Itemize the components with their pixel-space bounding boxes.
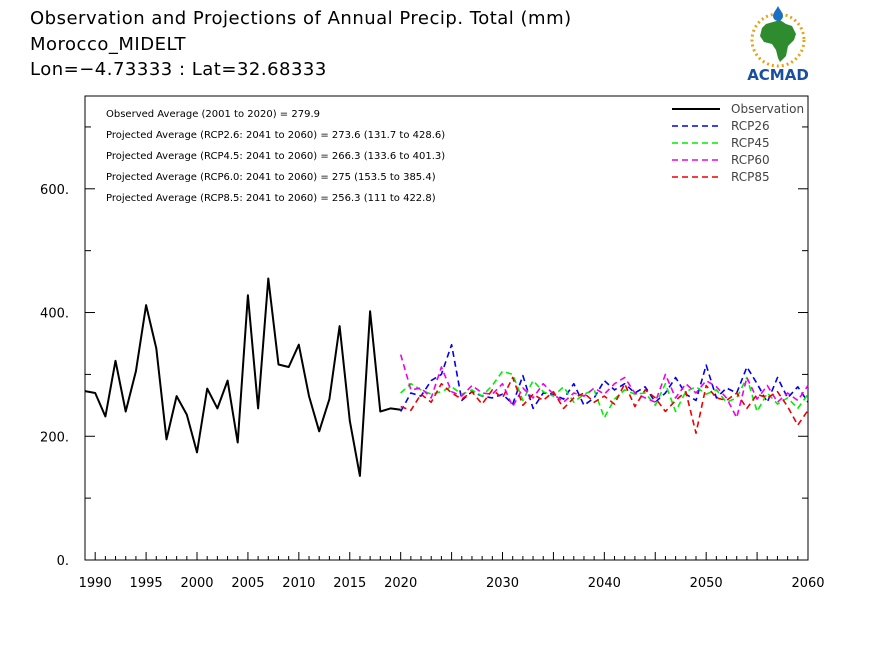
- x-tick-label: 2030: [486, 576, 519, 591]
- x-tick-label: 2040: [588, 576, 621, 591]
- legend-label-rcp26: RCP26: [731, 119, 770, 133]
- stat-rcp45: Projected Average (RCP4.5: 2041 to 2060)…: [106, 151, 445, 162]
- axes: 1990 1995 2000 2005 2010 2015 2020 2030 2040 2050…: [40, 95, 825, 591]
- location-name: Morocco_MIDELT: [30, 34, 186, 55]
- location-coords: Lon=−4.73333 : Lat=32.68333: [30, 59, 327, 80]
- stat-rcp85: Projected Average (RCP8.5: 2041 to 2060)…: [106, 193, 436, 204]
- x-tick-label: 1990: [79, 576, 112, 591]
- legend-label-rcp45: RCP45: [731, 136, 770, 150]
- y-tick-label: 200.: [40, 430, 69, 445]
- stats-annotations: Observed Average (2001 to 2020) = 279.9 …: [106, 109, 445, 204]
- series-line-rcp85: [400, 376, 809, 435]
- plot-frame: [84, 95, 809, 561]
- x-tick-label: 2020: [384, 576, 417, 591]
- logo-text: ACMAD: [747, 66, 809, 84]
- legend: Observation RCP26 RCP45 RCP60 RCP85: [672, 102, 804, 184]
- legend-label-rcp60: RCP60: [731, 153, 770, 167]
- stat-rcp60: Projected Average (RCP6.0: 2041 to 2060)…: [106, 172, 436, 183]
- series-line-observation: [84, 277, 401, 477]
- chart-title: Observation and Projections of Annual Pr…: [30, 8, 572, 29]
- y-tick-label: 400.: [40, 307, 69, 322]
- x-tick-label: 2010: [282, 576, 315, 591]
- water-drop-icon: [773, 6, 783, 21]
- x-tick-label: 1995: [130, 576, 163, 591]
- series-lines: [84, 277, 809, 477]
- x-tick-label: 2005: [231, 576, 264, 591]
- x-tick-label: 2015: [333, 576, 366, 591]
- y-tick-label: 0.: [57, 554, 69, 569]
- africa-shape: [760, 20, 796, 62]
- stat-rcp26: Projected Average (RCP2.6: 2041 to 2060)…: [106, 130, 445, 141]
- legend-label-rcp85: RCP85: [731, 170, 770, 184]
- x-tick-label: 2060: [791, 576, 824, 591]
- y-tick-label: 600.: [40, 183, 69, 198]
- stat-observed: Observed Average (2001 to 2020) = 279.9: [106, 109, 320, 120]
- x-tick-label: 2000: [180, 576, 213, 591]
- acmad-logo-icon: ACMAD: [747, 6, 809, 84]
- legend-label-observation: Observation: [731, 102, 804, 116]
- series-line-rcp60: [399, 354, 809, 419]
- x-tick-label: 2050: [690, 576, 723, 591]
